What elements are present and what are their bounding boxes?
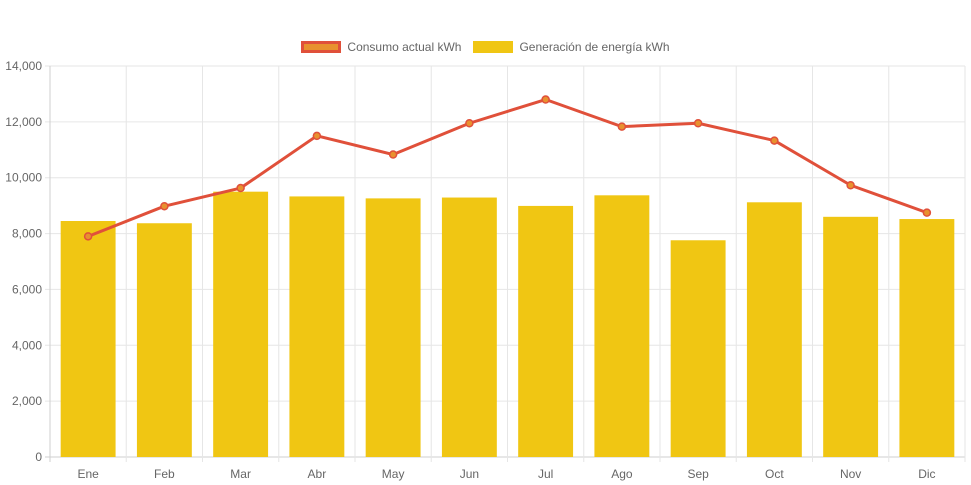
x-tick-label: Sep xyxy=(687,467,709,481)
x-tick-label: Oct xyxy=(765,467,784,481)
x-tick-label: Jun xyxy=(460,467,479,481)
x-tick-label: Feb xyxy=(154,467,175,481)
y-tick-label: 10,000 xyxy=(5,171,42,185)
legend-swatch-consumo xyxy=(301,41,342,53)
bar-generacion xyxy=(746,202,802,457)
point-consumo xyxy=(465,119,474,128)
bar-generacion xyxy=(136,223,192,457)
point-consumo xyxy=(312,131,322,141)
point-consumo xyxy=(236,183,245,193)
x-tick-label: Dic xyxy=(918,467,935,481)
line-consumo xyxy=(86,98,929,238)
point-consumo xyxy=(693,119,703,128)
bar-generacion xyxy=(60,221,116,457)
x-tick-label: Ene xyxy=(77,467,99,481)
legend-label-generacion: Generación de energía kWh xyxy=(519,40,670,54)
bar-generacion xyxy=(518,205,574,457)
bar-generacion xyxy=(670,240,726,457)
y-tick-label: 8,000 xyxy=(12,227,42,241)
point-consumo xyxy=(846,181,855,190)
y-tick-label: 0 xyxy=(35,450,42,464)
x-tick-label: Ago xyxy=(611,467,633,481)
point-consumo xyxy=(388,150,398,159)
point-consumo xyxy=(83,232,93,241)
x-tick-label: Nov xyxy=(840,467,861,481)
x-tick-label: Mar xyxy=(230,467,251,481)
x-tick-label: May xyxy=(382,467,405,481)
bar-generacion xyxy=(213,191,269,457)
y-tick-label: 12,000 xyxy=(5,115,42,129)
y-tick-label: 2,000 xyxy=(12,394,42,408)
bar-generacion xyxy=(899,219,955,457)
legend-item-generacion[interactable]: Generación de energía kWh xyxy=(473,40,670,54)
legend: Consumo actual kWh Generación de energía… xyxy=(0,40,971,54)
y-tick-label: 4,000 xyxy=(12,338,42,352)
legend-item-consumo[interactable]: Consumo actual kWh xyxy=(301,40,461,54)
point-consumo xyxy=(160,201,169,211)
y-tick-label: 14,000 xyxy=(5,59,42,73)
point-consumo xyxy=(770,136,779,145)
bar-generacion xyxy=(289,196,345,457)
y-tick-label: 6,000 xyxy=(12,282,42,296)
bar-generacion xyxy=(594,195,650,458)
point-consumo xyxy=(922,208,932,217)
legend-label-consumo: Consumo actual kWh xyxy=(347,40,462,54)
point-consumo xyxy=(617,122,627,131)
x-tick-label: Jul xyxy=(538,467,553,481)
point-consumo xyxy=(541,95,550,104)
x-tick-label: Abr xyxy=(308,467,327,481)
legend-swatch-generacion xyxy=(473,41,514,53)
bar-generacion xyxy=(441,197,497,457)
bar-generacion xyxy=(823,216,879,457)
bar-generacion xyxy=(365,198,421,458)
